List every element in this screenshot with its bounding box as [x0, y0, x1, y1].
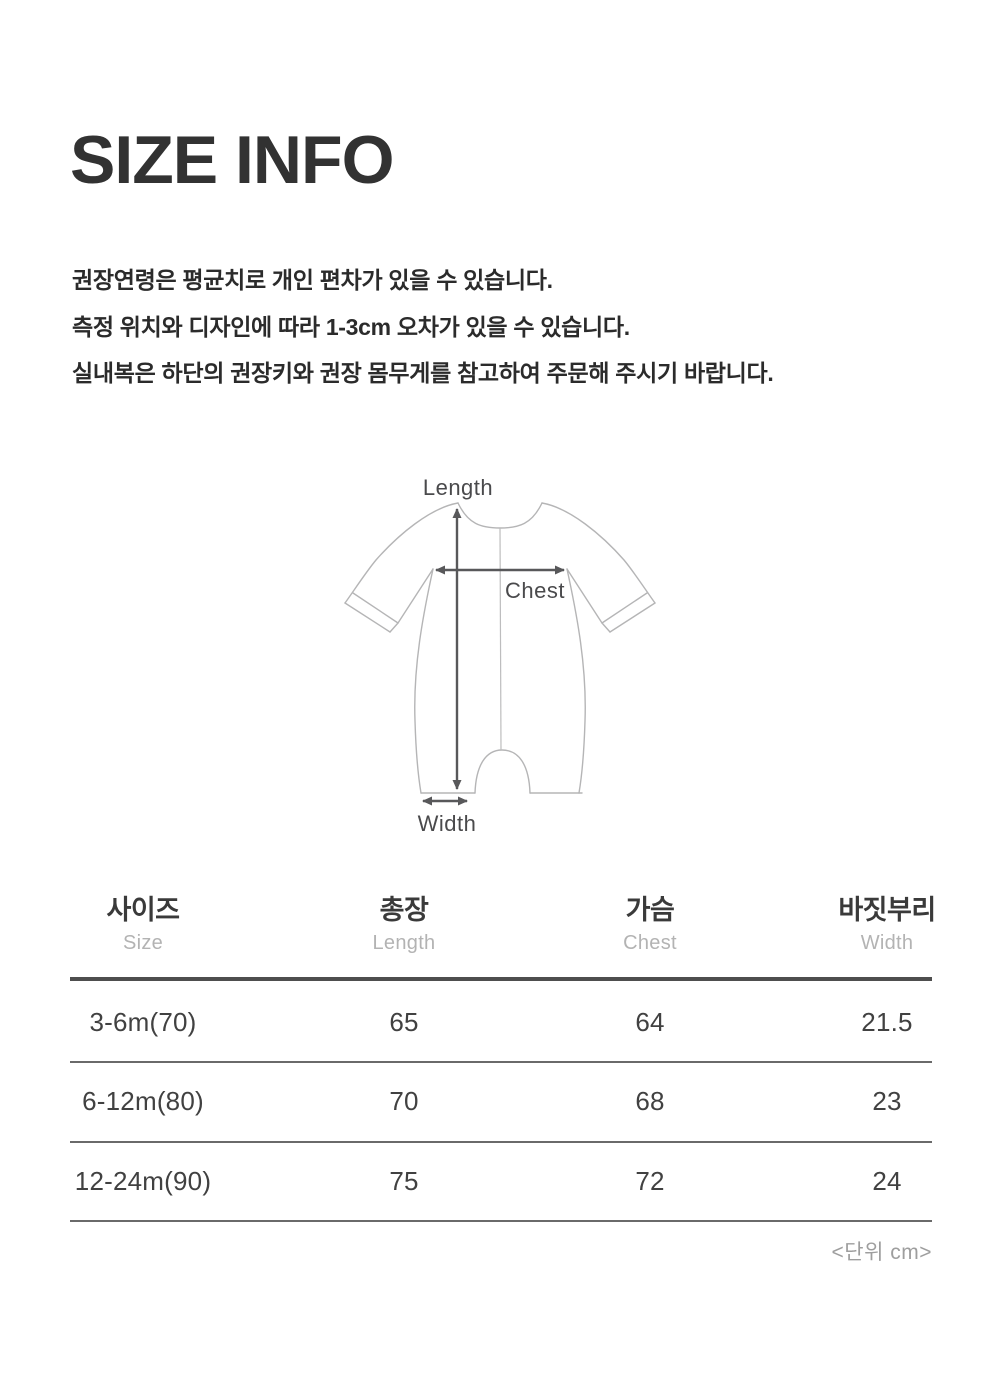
row1-chest: 64: [635, 1007, 665, 1037]
header-size-ko: 사이즈: [106, 895, 180, 925]
header-chest: 가슴 Chest: [623, 896, 677, 953]
center-seam-line: [499, 527, 502, 751]
note-line-2: 측정 위치와 디자인에 따라 1-3cm 오차가 있을 수 있습니다.: [72, 313, 630, 340]
header-size-en: Size: [122, 932, 164, 954]
header-length: 총장 Length: [373, 896, 436, 953]
row3-length: 75: [389, 1166, 419, 1196]
table-top-rule: [70, 977, 932, 981]
header-chest-ko: 가슴: [625, 895, 675, 925]
row-divider: [70, 1141, 932, 1143]
page-title: SIZE INFO: [70, 122, 394, 198]
header-width-ko: 바짓부리: [838, 895, 936, 925]
header-width-en: Width: [860, 932, 914, 954]
row-divider: [70, 1061, 932, 1063]
row1-length: 65: [389, 1007, 419, 1037]
table-bottom-rule: [70, 1220, 932, 1222]
romper-outline-shape: [344, 502, 656, 794]
row2-chest: 68: [635, 1086, 665, 1116]
row1-width: 21.5: [861, 1007, 913, 1037]
row1-size: 3-6m(70): [89, 1007, 197, 1037]
length-label: Length: [423, 475, 493, 500]
romper-illustration: Length Chest Width: [344, 475, 656, 836]
width-label: Width: [418, 811, 477, 836]
header-length-ko: 총장: [379, 895, 429, 925]
header-size: 사이즈 Size: [106, 895, 180, 954]
row3-width: 24: [872, 1166, 902, 1196]
note-line-3: 실내복은 하단의 권장키와 권장 몸무게를 참고하여 주문해 주시기 바랍니다.: [72, 360, 774, 386]
unit-note: <단위 cm>: [831, 1241, 932, 1264]
row2-length: 70: [389, 1086, 419, 1116]
header-length-en: Length: [372, 932, 436, 954]
row3-size: 12-24m(90): [74, 1166, 212, 1196]
size-notes: 권장연령은 평균치로 개인 편차가 있을 수 있습니다. 측정 위치와 디자인에…: [72, 257, 932, 397]
header-chest-en: Chest: [623, 932, 677, 954]
measurement-diagram: Length Chest Width: [330, 455, 670, 845]
note-line-1: 권장연령은 평균치로 개인 편차가 있을 수 있습니다.: [72, 267, 553, 293]
row3-chest: 72: [635, 1166, 665, 1196]
row2-size: 6-12m(80): [82, 1086, 204, 1116]
chest-label: Chest: [505, 578, 565, 603]
row2-width: 23: [872, 1086, 902, 1116]
header-width: 바짓부리 Width: [838, 895, 936, 954]
